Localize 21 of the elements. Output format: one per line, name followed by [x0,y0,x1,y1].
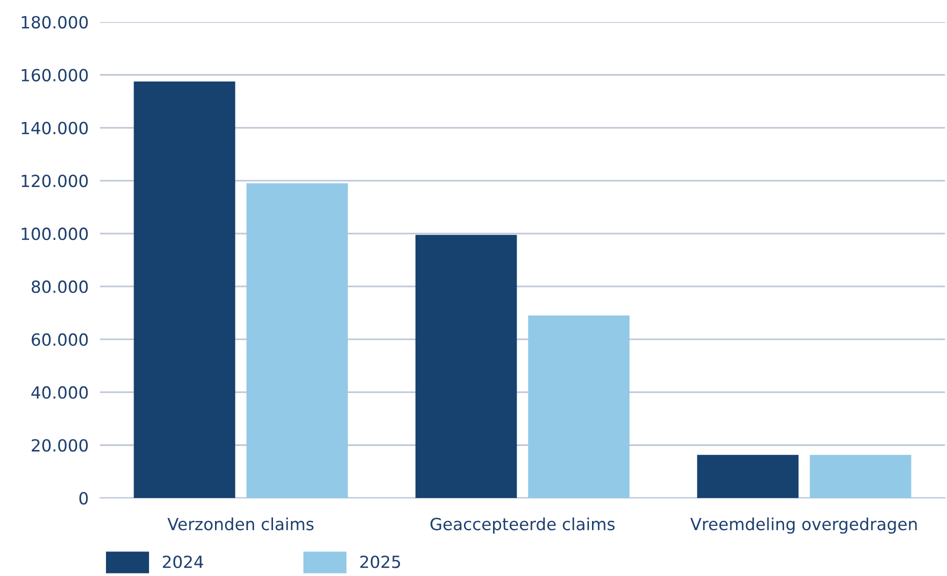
y-tick-label: 0 [79,492,88,505]
x-tick-label: Vreemdeling overgedragen [690,517,917,534]
y-tick-label: 140.000 [22,122,88,134]
y-tick-label: 20.000 [32,439,88,452]
x-tick-label: Geaccepteerde claims [430,517,615,534]
bar [134,82,236,498]
y-tick-label: 180.000 [22,16,88,29]
x-tick-label: Verzonden claims [167,517,314,530]
y-tick-label: 40.000 [31,386,88,399]
y-tick-label: 120.000 [22,174,88,188]
bar [246,183,348,498]
legend-label: 2025 [360,556,400,568]
y-tick-label: 60.000 [32,333,88,346]
y-tick-label: 160.000 [22,68,88,82]
bar [810,454,912,498]
bar [415,234,517,498]
legend-label: 2024 [162,556,204,568]
bar [697,454,799,498]
y-tick-label: 100.000 [22,228,88,240]
bar [528,316,630,498]
y-tick-label: 80.000 [32,280,88,294]
